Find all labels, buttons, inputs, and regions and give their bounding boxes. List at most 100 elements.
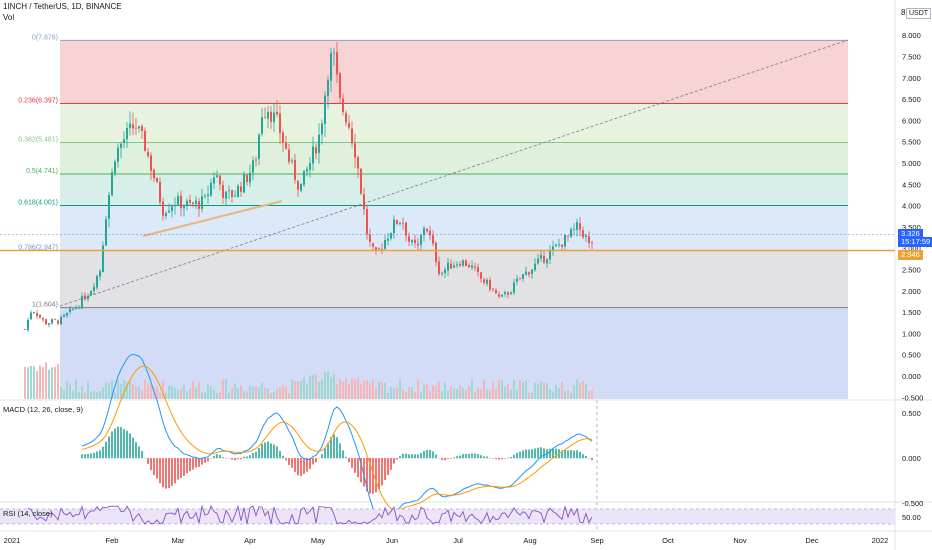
macd-histogram-bar	[357, 458, 359, 478]
drawings[interactable]	[0, 39, 895, 307]
macd-histogram-bar	[330, 436, 332, 459]
symbol-title[interactable]: 1INCH / TetherUS, 1D, BINANCE	[3, 2, 122, 11]
macd-pane[interactable]	[81, 353, 593, 524]
candle-body	[138, 126, 140, 129]
candle-body	[45, 319, 47, 325]
volume-bar	[534, 382, 536, 399]
volume-bar	[375, 389, 377, 399]
volume-bar	[69, 384, 71, 399]
candle-body	[474, 266, 476, 268]
currency-label[interactable]: USDT	[906, 8, 932, 19]
candle-body	[60, 316, 62, 325]
candle-body	[234, 195, 236, 197]
volume-bar	[162, 380, 164, 399]
rsi-line	[27, 504, 593, 525]
candle-body	[237, 185, 239, 197]
candle-body	[333, 52, 335, 54]
candle-body	[141, 125, 143, 131]
macd-histogram-bar	[570, 450, 572, 459]
macd-histogram-bar	[525, 449, 527, 459]
candle-body	[78, 307, 80, 308]
macd-histogram-bar	[138, 446, 140, 459]
macd-histogram-bar	[453, 457, 455, 459]
volume-bar	[513, 379, 515, 399]
candle-body	[306, 168, 308, 172]
volume-bar	[33, 366, 35, 399]
macd-histogram-bar	[117, 426, 119, 459]
volume-bar	[360, 384, 362, 399]
candle-body	[186, 200, 188, 206]
candle-body	[216, 175, 218, 178]
volume-bar	[117, 380, 119, 399]
macd-histogram-bar	[351, 458, 353, 468]
volume-bar	[177, 390, 179, 399]
candle-body	[294, 160, 296, 180]
fib-level-label: 0.786(2.947)	[18, 244, 58, 251]
volume-bar	[192, 381, 194, 399]
candle-body	[360, 168, 362, 194]
volume-bar	[549, 389, 551, 399]
candle-body	[372, 243, 374, 247]
volume-bar	[528, 392, 530, 399]
volume-bar	[471, 379, 473, 399]
volume-bar	[297, 380, 299, 399]
candle-body	[282, 132, 284, 143]
macd-histogram-bar	[291, 458, 293, 468]
fibonacci-retracement[interactable]: 0(7.878) 0.236(6.397) 0.382(5.481) 0.5(4.74…	[18, 34, 848, 399]
volume-bar	[294, 381, 296, 399]
candle-body	[300, 183, 302, 191]
macd-histogram-bar	[315, 458, 317, 463]
macd-histogram-bar	[501, 458, 503, 460]
volume-bar	[252, 386, 254, 399]
candle-body	[210, 182, 212, 196]
volume-bar	[204, 392, 206, 399]
fib-zone	[60, 205, 848, 251]
volume-bar	[75, 379, 77, 399]
volume-bar	[132, 383, 134, 399]
macd-histogram-bar	[534, 448, 536, 459]
candle-body	[180, 195, 182, 209]
candle-body	[30, 312, 32, 320]
volume-label[interactable]: Vol	[3, 13, 15, 22]
macd-histogram-bar	[177, 458, 179, 480]
candle-body	[105, 219, 107, 246]
macd-histogram-bar	[243, 456, 245, 459]
macd-histogram-bar	[84, 454, 86, 459]
candle-body	[207, 194, 209, 197]
rsi-pane[interactable]	[0, 504, 895, 525]
candle-body	[339, 73, 341, 98]
macd-histogram-bar	[471, 453, 473, 459]
macd-histogram-bar	[543, 448, 545, 459]
volume-bar	[576, 379, 578, 399]
macd-histogram-bar	[474, 453, 476, 459]
volume-bar	[66, 380, 68, 399]
candle-body	[117, 147, 119, 162]
fib-trend-line	[59, 39, 849, 307]
rsi-title[interactable]: RSI (14, close)	[3, 509, 53, 518]
volume-bar	[396, 387, 398, 399]
volume-bar	[378, 381, 380, 399]
macd-histogram-bar	[336, 437, 338, 459]
macd-histogram-bar	[498, 458, 500, 460]
macd-histogram-bar	[393, 458, 395, 464]
macd-histogram-bar	[345, 456, 347, 459]
macd-histogram-bar	[282, 455, 284, 459]
price-tick: 4.000	[902, 202, 921, 211]
candle-body	[387, 238, 389, 241]
candle-body	[465, 260, 467, 267]
candle-body	[99, 270, 101, 277]
macd-histogram-bar	[384, 458, 386, 481]
candle-body	[204, 195, 206, 197]
macd-histogram-bar	[444, 458, 446, 461]
macd-title[interactable]: MACD (12, 26, close, 9)	[3, 405, 84, 414]
price-tick: 8.000	[902, 31, 921, 40]
volume-bar	[90, 391, 92, 399]
macd-histogram-bar	[273, 444, 275, 459]
volume-bar	[432, 385, 434, 399]
candle-body	[201, 196, 203, 209]
macd-histogram-bar	[420, 452, 422, 459]
volume-bar	[114, 392, 116, 399]
candle-body	[87, 295, 89, 300]
candle-body	[267, 111, 269, 119]
